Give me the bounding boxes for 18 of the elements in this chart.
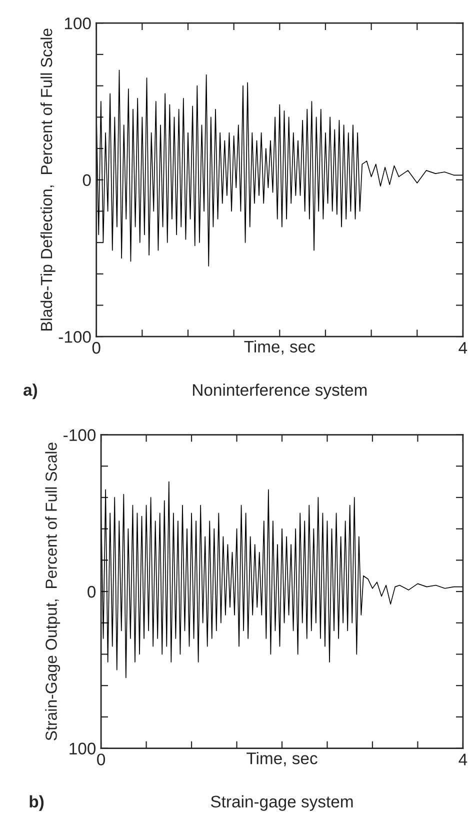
x-tick-label: 4 <box>458 754 468 766</box>
text: b) <box>30 795 44 811</box>
text: Noninterference system <box>193 384 367 400</box>
y-tick-label: -100 <box>64 429 96 441</box>
y-axis-title: Blade-Tip Deflection, Percent of Full Scale <box>40 28 56 330</box>
y-tick-label: -100 <box>58 331 91 343</box>
x-tick-label: 4 <box>458 342 468 354</box>
y-tick-label: 100 <box>70 742 96 754</box>
y-tick-label: 0 <box>88 586 96 598</box>
y-axis-title: Strain-Gage Output, Percent of Full Scale <box>45 442 60 740</box>
x-axis-title: Time, sec <box>244 340 316 355</box>
line-series <box>101 481 463 678</box>
y-tick-label: 100 <box>64 18 91 30</box>
y-tick-label: 0 <box>82 174 91 186</box>
x-axis-title: Time, sec <box>246 752 318 766</box>
line-series <box>96 70 463 266</box>
text: a) <box>24 384 38 400</box>
text: Strain-gage system <box>210 795 353 811</box>
